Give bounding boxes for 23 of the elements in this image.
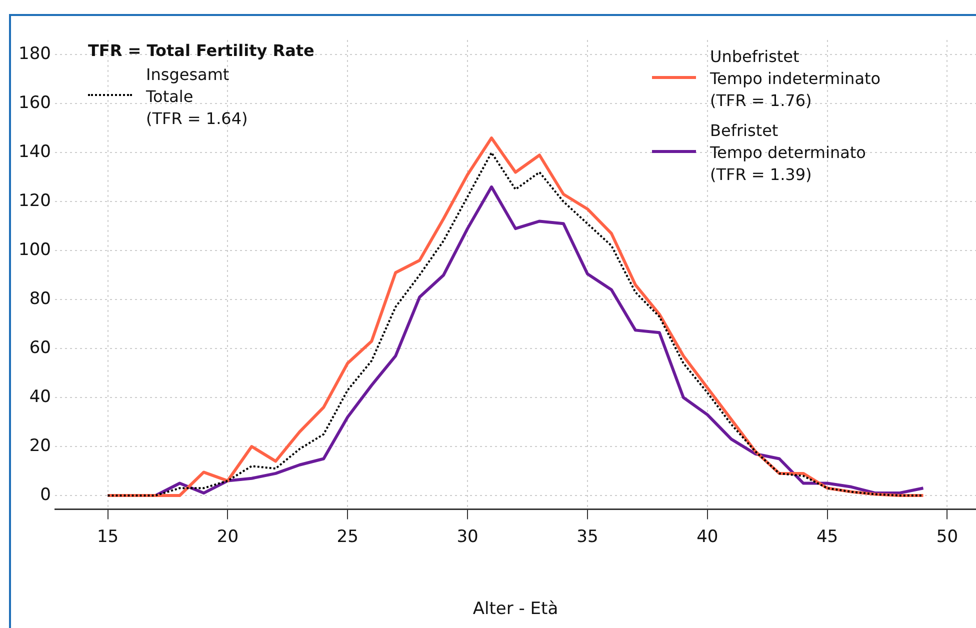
y-tick-label: 160 <box>18 93 51 114</box>
y-tick-label: 180 <box>18 44 51 64</box>
x-tick-label: 45 <box>816 526 838 547</box>
x-tick-label: 30 <box>456 526 478 547</box>
y-tick-label: 140 <box>18 142 51 162</box>
x-tick-label: 50 <box>936 526 958 547</box>
y-tick-label: 80 <box>29 289 51 309</box>
x-tick-label: 15 <box>96 526 119 547</box>
legend-label: Insgesamt Totale (TFR = 1.64) <box>146 64 248 130</box>
y-tick-label: 120 <box>18 191 51 212</box>
x-tick-label: 35 <box>576 526 598 547</box>
y-tick-label: 100 <box>18 240 51 260</box>
legend-label: Befristet Tempo determinato (TFR = 1.39) <box>710 120 866 186</box>
legend-label: Unbefristet Tempo indeterminato (TFR = 1.76) <box>710 46 881 112</box>
x-axis-title: Alter - Età <box>472 599 558 620</box>
x-tick-label: 25 <box>336 526 358 547</box>
x-tick-label: 40 <box>696 526 718 547</box>
y-tick-label: 20 <box>29 436 51 456</box>
legend-title: TFR = Total Fertility Rate <box>88 40 314 62</box>
y-tick-label: 60 <box>29 338 51 358</box>
x-tick-label: 20 <box>216 526 239 547</box>
y-tick-label: 40 <box>29 386 51 407</box>
y-tick-label: 0 <box>40 484 51 505</box>
